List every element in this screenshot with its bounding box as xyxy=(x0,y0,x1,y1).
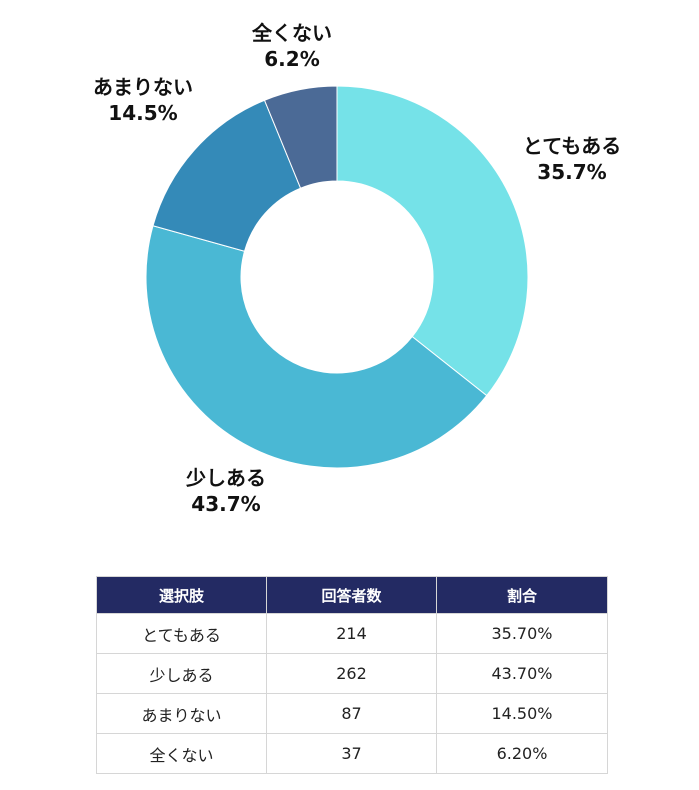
slice-percent-somewhat: 43.7% xyxy=(191,492,260,516)
cell-choice: 少しある xyxy=(96,653,267,694)
donut-slice-not-at-all xyxy=(263,85,338,189)
header-choice: 選択肢 xyxy=(96,576,267,614)
slice-percent-not-much: 14.5% xyxy=(108,101,177,125)
table-row: とてもある 214 35.70% xyxy=(96,613,608,654)
slice-label-somewhat: 少しある xyxy=(185,466,266,490)
donut-slice-very-much xyxy=(336,85,529,397)
slice-label-not-at-all: 全くない xyxy=(251,21,332,45)
cell-respondents: 87 xyxy=(266,693,437,734)
donut-slice-somewhat xyxy=(145,225,488,469)
cell-choice: あまりない xyxy=(96,693,267,734)
table-header-row: 選択肢 回答者数 割合 xyxy=(96,576,608,614)
cell-ratio: 43.70% xyxy=(436,653,608,694)
cell-respondents: 214 xyxy=(266,613,437,654)
table-row: 全くない 37 6.20% xyxy=(96,733,608,774)
table-row: 少しある 262 43.70% xyxy=(96,653,608,694)
slice-label-not-much: あまりない xyxy=(93,75,193,99)
cell-choice: 全くない xyxy=(96,733,267,774)
cell-respondents: 262 xyxy=(266,653,437,694)
cell-ratio: 14.50% xyxy=(436,693,608,734)
header-ratio: 割合 xyxy=(436,576,608,614)
donut-slice-not-much xyxy=(152,99,302,252)
cell-ratio: 6.20% xyxy=(436,733,608,774)
slice-percent-not-at-all: 6.2% xyxy=(264,47,319,71)
slice-label-very-much: とてもある xyxy=(523,134,621,158)
summary-table: 選択肢 回答者数 割合 とてもある 214 35.70% 少しある 262 43… xyxy=(96,576,608,774)
header-respondents: 回答者数 xyxy=(266,576,437,614)
cell-choice: とてもある xyxy=(96,613,267,654)
summary-table-container: 選択肢 回答者数 割合 とてもある 214 35.70% 少しある 262 43… xyxy=(96,576,608,774)
slice-percent-very-much: 35.7% xyxy=(537,160,606,184)
table-row: あまりない 87 14.50% xyxy=(96,693,608,734)
cell-respondents: 37 xyxy=(266,733,437,774)
cell-ratio: 35.70% xyxy=(436,613,608,654)
